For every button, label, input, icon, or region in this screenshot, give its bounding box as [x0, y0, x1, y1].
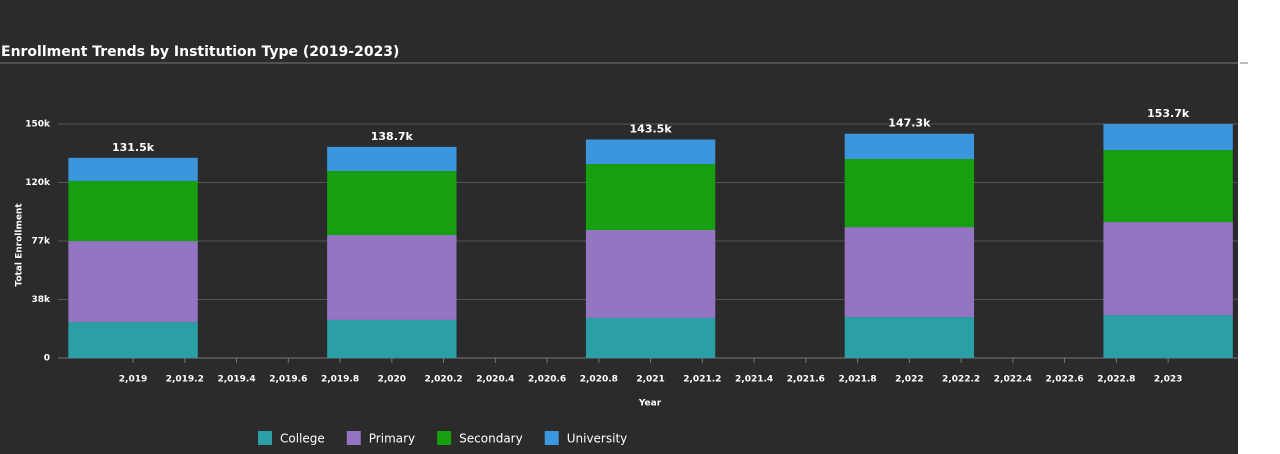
x-tick-label: 2,019.6 — [269, 375, 307, 385]
x-tick-label: 2,023 — [1154, 375, 1182, 385]
x-tick-label: 2,022.6 — [1046, 375, 1084, 385]
x-tick-label: 2,019.8 — [321, 375, 359, 385]
bar-segment — [68, 322, 198, 358]
x-tick-label: 2,020.6 — [528, 375, 566, 385]
bar-segment — [585, 317, 716, 358]
bar-segment — [1103, 150, 1233, 223]
x-tick-label: 2,021 — [636, 375, 664, 385]
x-tick-label: 2,021.2 — [683, 375, 721, 385]
bar-segment — [1103, 315, 1233, 358]
x-tick-label: 2,020.8 — [580, 375, 618, 385]
x-tick-label: 2,022 — [895, 375, 923, 385]
x-tick-label: 2,020.4 — [476, 375, 514, 385]
y-axis-title: Total Enrollment — [15, 203, 25, 287]
bar-segment — [585, 139, 716, 165]
x-tick-label: 2,021.6 — [787, 375, 825, 385]
bar-segment — [585, 229, 716, 318]
legend-swatch — [544, 431, 559, 445]
bar-segment — [68, 157, 198, 181]
legend-label: Primary — [369, 432, 415, 446]
legend-swatch — [437, 431, 452, 445]
x-tick-label: 2,019 — [119, 375, 147, 385]
x-axis-title: Year — [638, 399, 662, 409]
legend-label: University — [567, 432, 628, 446]
bar-segment — [1103, 124, 1233, 151]
chart-title: Enrollment Trends by Institution Type (2… — [1, 44, 399, 60]
legend-label: College — [280, 432, 325, 446]
x-tick-label: 2,020.2 — [424, 375, 462, 385]
bar-segment — [327, 319, 457, 358]
bar-segment — [327, 234, 457, 320]
bar-segment — [1103, 222, 1233, 316]
bar-segment — [844, 317, 975, 358]
bar-segment — [327, 171, 457, 235]
legend-label: Secondary — [459, 432, 523, 446]
y-tick-label: 150k — [25, 120, 51, 130]
x-tick-label: 2,022.4 — [994, 375, 1032, 385]
bar-segment — [585, 164, 716, 230]
x-tick-label: 2,019.2 — [166, 375, 204, 385]
bar-segment — [844, 159, 975, 228]
total-label: 153.7k — [1147, 107, 1190, 120]
y-tick-label: 38k — [31, 295, 51, 305]
bar-segment — [68, 180, 198, 242]
y-tick-label: 120k — [25, 178, 51, 188]
total-label: 138.7k — [371, 130, 414, 143]
y-tick-label: 0 — [44, 354, 50, 364]
total-label: 131.5k — [112, 141, 155, 154]
legend-swatch — [258, 431, 272, 445]
x-tick-label: 2,020 — [378, 375, 406, 385]
bar-segment — [844, 133, 975, 160]
total-label: 147.3k — [888, 117, 931, 130]
y-tick-label: 77k — [31, 237, 51, 247]
x-tick-label: 2,021.8 — [839, 375, 877, 385]
bar-segment — [844, 227, 975, 318]
bar-segment — [68, 241, 198, 323]
legend-swatch — [346, 431, 361, 445]
x-tick-label: 2,022.8 — [1097, 375, 1135, 385]
x-tick-label: 2,021.4 — [735, 375, 773, 385]
bar-segment — [327, 146, 457, 172]
x-tick-label: 2,019.4 — [217, 375, 255, 385]
total-label: 143.5k — [630, 123, 673, 136]
x-tick-label: 2,022.2 — [942, 375, 980, 385]
